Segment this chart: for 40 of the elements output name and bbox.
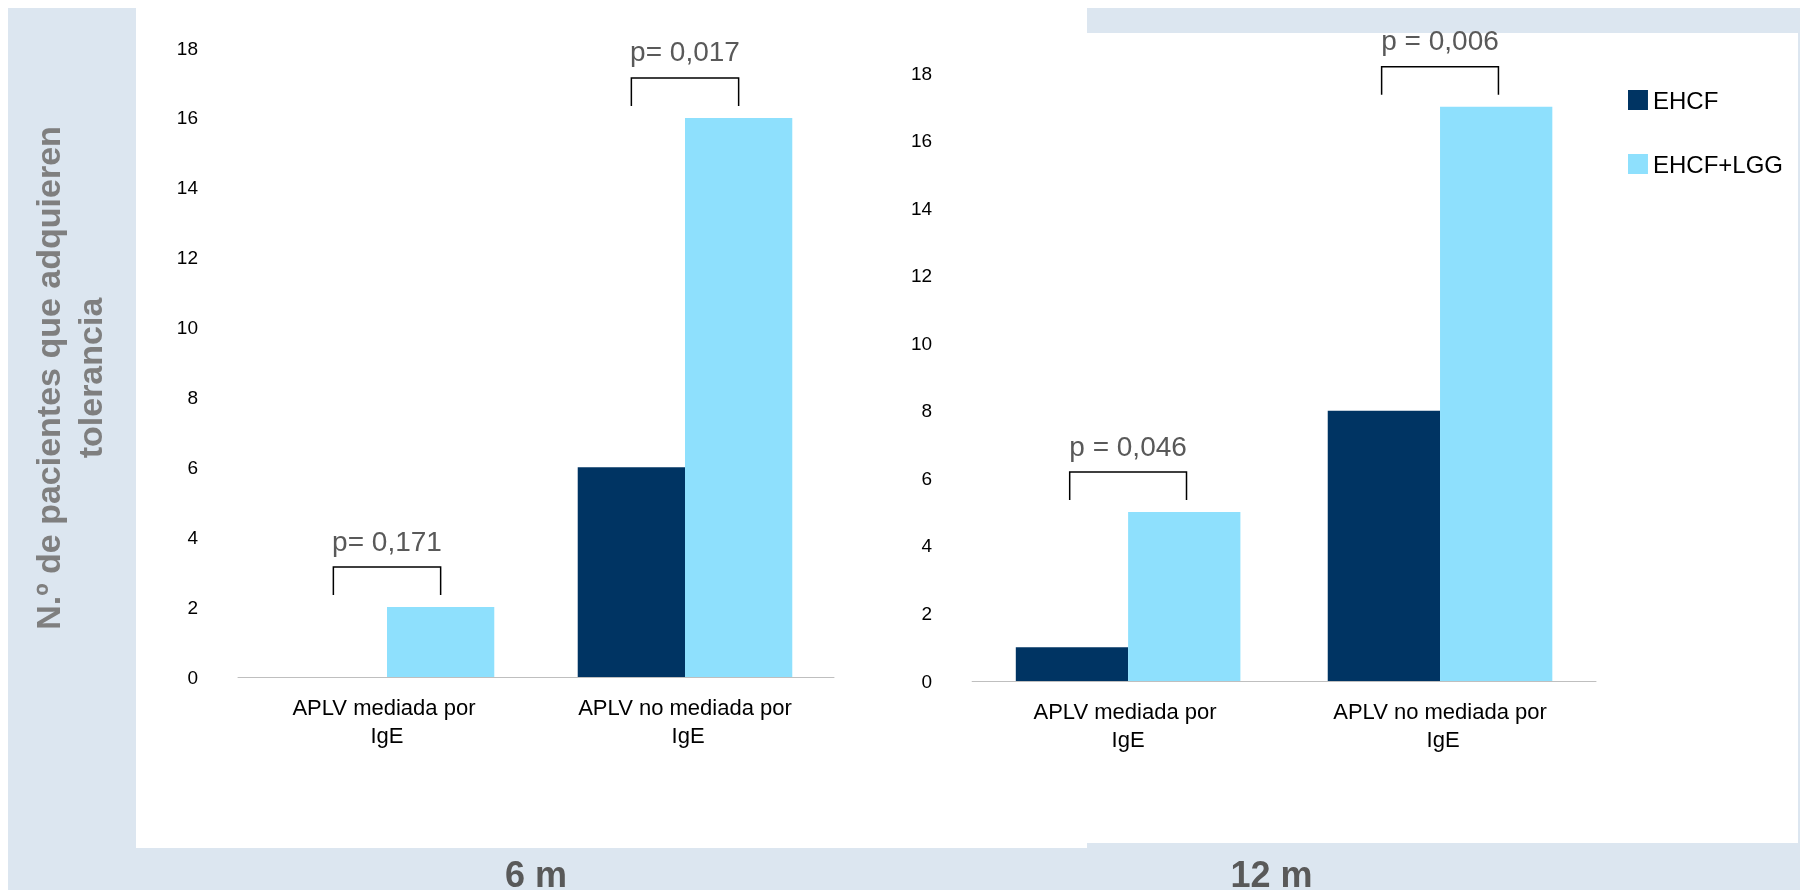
y-tick-label: 0: [187, 666, 198, 688]
y-tick-label: 6: [921, 467, 933, 489]
y-tick-label: 0: [921, 670, 933, 692]
y-tick-label: 16: [910, 130, 933, 152]
y-tick-label: 10: [910, 332, 933, 354]
bar: [685, 117, 793, 677]
bar: [1440, 106, 1553, 681]
x-axis-title: 6 m: [503, 854, 568, 890]
y-tick-label: 16: [176, 107, 198, 129]
y-tick-label: 14: [910, 197, 933, 219]
annotation: p= 0,171: [332, 525, 442, 557]
annotation: p= 0,017: [630, 36, 740, 68]
y-tick-label: 10: [176, 317, 198, 339]
y-axis-title: N.º de pacientes que adquieren tolerancia: [28, 125, 110, 632]
legend-label: EHCF+LGG: [1652, 150, 1783, 178]
bar: [1015, 647, 1129, 681]
y-tick-label: 4: [187, 526, 199, 548]
legend-label: EHCF: [1652, 86, 1719, 114]
x-axis-title: 12 m: [1229, 854, 1314, 890]
y-tick-label: 12: [176, 247, 198, 269]
bar: [1128, 512, 1241, 681]
y-tick-label: 2: [921, 602, 933, 624]
text: p = 0,006: [1381, 25, 1499, 57]
y-tick-label: 12: [910, 265, 933, 287]
y-tick-label: 14: [176, 177, 199, 199]
bar: [577, 467, 685, 677]
x-tick-label: APLV mediada por IgE: [292, 694, 482, 748]
y-tick-label: 6: [187, 456, 198, 478]
y-tick-label: 2: [187, 596, 198, 618]
y-tick-label: 18: [910, 62, 933, 84]
y-tick-label: 18: [176, 37, 198, 59]
bar: [1327, 410, 1441, 681]
y-tick-label: 4: [921, 535, 933, 557]
y-tick-label: 8: [921, 400, 933, 422]
bar: [387, 607, 495, 677]
x-tick-label: APLV no mediada por IgE: [1333, 698, 1547, 752]
x-tick-label: APLV no mediada por IgE: [578, 694, 792, 748]
y-tick-label: 8: [187, 386, 198, 408]
x-tick-label: APLV mediada por IgE: [1033, 698, 1223, 752]
annotation: p = 0,046: [1069, 430, 1187, 462]
